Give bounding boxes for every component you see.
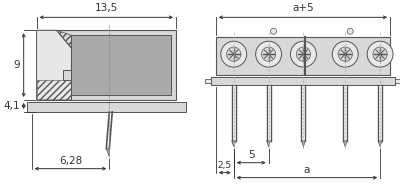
Polygon shape [395,79,400,83]
Circle shape [227,47,241,61]
Text: 5: 5 [248,150,254,160]
Polygon shape [232,141,236,147]
Text: 2,5: 2,5 [218,161,232,170]
Polygon shape [106,149,109,157]
Polygon shape [37,30,72,100]
Text: 4,1: 4,1 [3,101,20,111]
Circle shape [256,41,282,67]
Polygon shape [211,77,395,85]
Circle shape [338,47,352,61]
Circle shape [332,41,358,67]
Polygon shape [37,30,176,100]
Polygon shape [302,141,306,147]
Polygon shape [72,35,171,95]
Text: 13,5: 13,5 [95,3,118,13]
Text: a+5: a+5 [292,3,314,13]
Polygon shape [64,70,72,80]
Polygon shape [266,141,270,147]
Polygon shape [378,141,382,147]
Text: 9: 9 [13,60,20,70]
Circle shape [347,28,353,34]
Circle shape [221,41,247,67]
Circle shape [296,47,310,61]
Text: 6,28: 6,28 [59,156,82,166]
Polygon shape [343,141,347,147]
Circle shape [373,47,387,61]
Circle shape [262,47,276,61]
Polygon shape [216,37,390,75]
Text: a: a [304,165,310,175]
Polygon shape [27,102,186,112]
Circle shape [270,28,276,34]
Circle shape [290,41,316,67]
Circle shape [367,41,393,67]
Polygon shape [205,79,211,83]
